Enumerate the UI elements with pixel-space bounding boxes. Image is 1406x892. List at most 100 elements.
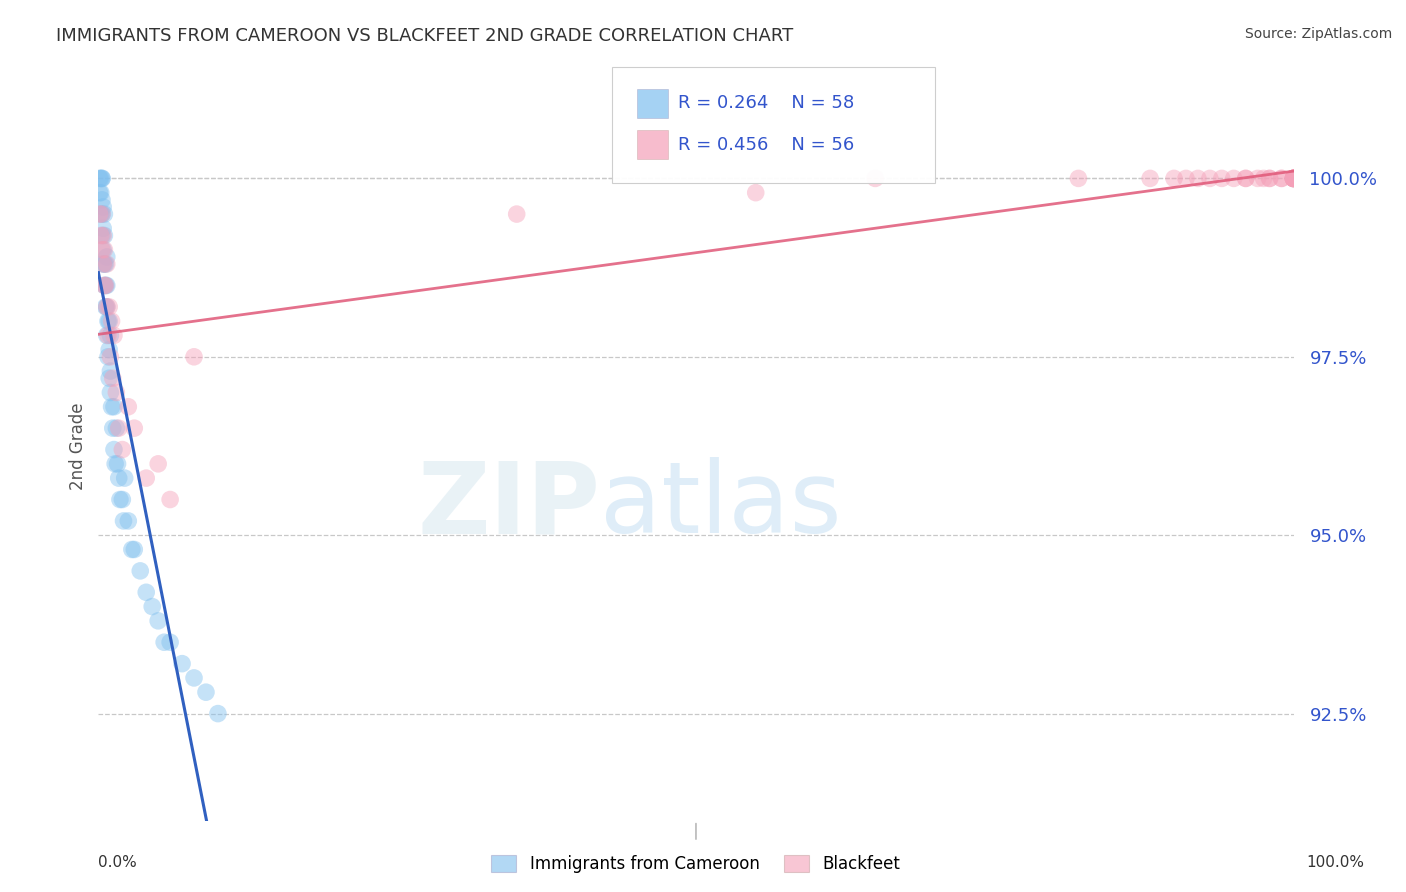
Point [94, 257, 117, 271]
Point [195, 685, 218, 699]
Text: IMMIGRANTS FROM CAMEROON VS BLACKFEET 2ND GRADE CORRELATION CHART: IMMIGRANTS FROM CAMEROON VS BLACKFEET 2N… [56, 27, 793, 45]
Point [96, 257, 118, 271]
Point [121, 542, 143, 557]
Point [96, 278, 118, 293]
Point [98, 314, 121, 328]
Point [1234, 171, 1257, 186]
Point [865, 171, 887, 186]
Point [745, 186, 768, 200]
Point [1282, 171, 1305, 186]
Point [105, 421, 128, 435]
Point [111, 442, 134, 457]
Point [148, 614, 170, 628]
Text: R = 0.264    N = 58: R = 0.264 N = 58 [678, 95, 853, 112]
Point [1067, 171, 1090, 186]
Point [1139, 171, 1161, 186]
Point [1282, 171, 1305, 186]
Point [117, 514, 139, 528]
Point [91, 221, 114, 235]
Point [1282, 171, 1305, 186]
Point [101, 421, 124, 435]
Point [90, 207, 112, 221]
Point [89, 171, 111, 186]
Point [114, 471, 136, 485]
Point [1234, 171, 1257, 186]
Point [97, 328, 120, 343]
Point [148, 457, 170, 471]
Text: R = 0.456    N = 56: R = 0.456 N = 56 [678, 136, 853, 153]
Point [103, 328, 125, 343]
Point [98, 371, 121, 385]
Point [91, 207, 114, 221]
Point [96, 300, 118, 314]
Point [111, 492, 134, 507]
Point [1175, 171, 1198, 186]
Point [112, 514, 135, 528]
Point [93, 228, 115, 243]
Y-axis label: 2nd Grade: 2nd Grade [69, 402, 87, 490]
Point [96, 300, 118, 314]
Point [1282, 171, 1305, 186]
Point [135, 585, 157, 599]
Point [183, 671, 205, 685]
Point [98, 350, 122, 364]
Point [100, 314, 122, 328]
Point [93, 257, 115, 271]
Point [93, 278, 115, 293]
Point [1258, 171, 1281, 186]
Point [107, 471, 129, 485]
Point [94, 278, 117, 293]
Text: 0.0%: 0.0% [98, 855, 138, 870]
Point [91, 207, 114, 221]
Point [98, 364, 122, 378]
Point [90, 186, 112, 200]
Point [94, 300, 117, 314]
Point [1211, 171, 1233, 186]
Point [103, 442, 125, 457]
Point [1282, 171, 1305, 186]
Point [91, 257, 114, 271]
Point [105, 385, 128, 400]
Point [100, 400, 122, 414]
Point [97, 314, 120, 328]
Point [91, 243, 114, 257]
Point [1271, 171, 1294, 186]
Point [91, 243, 114, 257]
Point [153, 635, 176, 649]
Point [1199, 171, 1222, 186]
Point [104, 457, 127, 471]
Point [1282, 171, 1305, 186]
Point [107, 457, 129, 471]
Point [96, 328, 118, 343]
Point [98, 300, 121, 314]
Point [172, 657, 194, 671]
Point [103, 400, 125, 414]
Point [1282, 171, 1305, 186]
Point [117, 400, 139, 414]
Point [124, 421, 146, 435]
Point [89, 186, 111, 200]
Point [97, 350, 120, 364]
Point [1223, 171, 1246, 186]
Point [93, 243, 115, 257]
Point [159, 492, 181, 507]
Point [124, 542, 146, 557]
Point [91, 193, 114, 207]
Point [183, 350, 205, 364]
Point [91, 171, 114, 186]
Point [159, 635, 181, 649]
Point [1282, 171, 1305, 186]
Point [1247, 171, 1270, 186]
Point [94, 278, 117, 293]
Point [91, 228, 114, 243]
Point [91, 171, 114, 186]
Point [506, 207, 529, 221]
Point [1253, 171, 1275, 186]
Legend: Immigrants from Cameroon, Blackfeet: Immigrants from Cameroon, Blackfeet [485, 848, 907, 880]
Point [141, 599, 163, 614]
Point [90, 171, 112, 186]
Point [1282, 171, 1305, 186]
Point [129, 564, 152, 578]
Point [101, 371, 124, 385]
Point [89, 207, 111, 221]
